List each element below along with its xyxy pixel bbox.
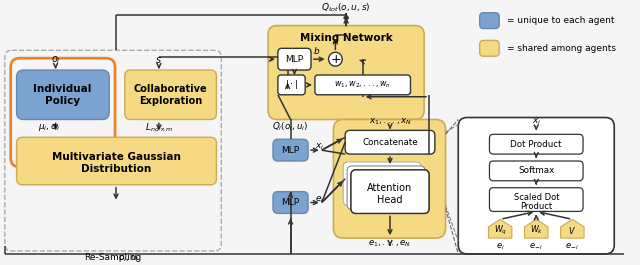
Circle shape <box>328 52 342 66</box>
FancyBboxPatch shape <box>333 120 445 238</box>
Text: $x_i$: $x_i$ <box>315 142 324 152</box>
Text: $Q_i(o_i, u_i)$: $Q_i(o_i, u_i)$ <box>273 120 308 133</box>
Text: Product: Product <box>520 202 552 211</box>
FancyBboxPatch shape <box>351 170 429 213</box>
Text: Softmax: Softmax <box>518 166 554 175</box>
Text: Mixing Network: Mixing Network <box>300 33 392 43</box>
Text: Attention: Attention <box>367 183 413 193</box>
Polygon shape <box>561 219 584 238</box>
Text: Distribution: Distribution <box>81 164 151 174</box>
Text: $V$: $V$ <box>568 225 576 236</box>
Text: $e_{-i}$: $e_{-i}$ <box>566 242 579 252</box>
FancyBboxPatch shape <box>17 70 109 120</box>
Text: $x_{1},...,x_N$: $x_{1},...,x_N$ <box>369 116 412 127</box>
FancyBboxPatch shape <box>315 75 410 95</box>
Text: Scaled Dot: Scaled Dot <box>513 193 559 202</box>
Text: MLP: MLP <box>285 55 303 64</box>
Text: = shared among agents: = shared among agents <box>507 44 616 53</box>
FancyBboxPatch shape <box>345 130 435 154</box>
FancyBboxPatch shape <box>343 162 421 205</box>
Text: Individual: Individual <box>33 84 92 94</box>
FancyBboxPatch shape <box>273 139 308 161</box>
Text: $L_{nd \times m}$: $L_{nd \times m}$ <box>145 121 173 134</box>
FancyBboxPatch shape <box>351 170 429 213</box>
Text: Dot Product: Dot Product <box>511 140 562 149</box>
Text: $o_i$: $o_i$ <box>51 54 60 66</box>
FancyBboxPatch shape <box>273 192 308 213</box>
FancyBboxPatch shape <box>17 137 216 185</box>
FancyBboxPatch shape <box>480 13 499 29</box>
Text: = unique to each agent: = unique to each agent <box>507 16 614 25</box>
Text: Re-Sampling: Re-Sampling <box>84 253 141 262</box>
FancyBboxPatch shape <box>490 188 583 211</box>
Text: Exploration: Exploration <box>139 96 202 106</box>
Text: Policy: Policy <box>45 96 80 106</box>
FancyBboxPatch shape <box>268 26 424 120</box>
Polygon shape <box>488 219 512 238</box>
Text: $s$: $s$ <box>156 55 163 65</box>
Text: $Q_{tot}(o, u, s)$: $Q_{tot}(o, u, s)$ <box>321 2 371 14</box>
Text: Multivariate Gaussian: Multivariate Gaussian <box>52 152 180 162</box>
Text: $e_i$: $e_i$ <box>496 242 504 252</box>
FancyBboxPatch shape <box>490 134 583 154</box>
Text: $e_i$: $e_i$ <box>315 194 324 205</box>
Text: Collaborative: Collaborative <box>134 84 207 94</box>
Text: $\mu_i, \sigma_i$: $\mu_i, \sigma_i$ <box>38 122 60 133</box>
Text: $o_i, u_i$: $o_i, u_i$ <box>118 254 140 264</box>
Text: $e_{-i}$: $e_{-i}$ <box>529 242 543 252</box>
FancyBboxPatch shape <box>125 70 216 120</box>
Text: Concatenate: Concatenate <box>362 138 418 147</box>
Text: $W_k$: $W_k$ <box>529 224 543 236</box>
Text: $x_i$: $x_i$ <box>532 116 541 127</box>
FancyBboxPatch shape <box>490 161 583 181</box>
Text: $W_q$: $W_q$ <box>493 224 507 237</box>
Text: MLP: MLP <box>282 146 300 155</box>
Polygon shape <box>525 219 548 238</box>
Text: $b$: $b$ <box>313 45 321 56</box>
FancyBboxPatch shape <box>278 75 305 95</box>
FancyBboxPatch shape <box>347 166 425 209</box>
FancyBboxPatch shape <box>278 48 311 70</box>
Text: MLP: MLP <box>282 198 300 207</box>
Text: $|\cdot|$: $|\cdot|$ <box>285 78 298 91</box>
Text: $e_1,...,e_N$: $e_1,...,e_N$ <box>369 239 412 249</box>
Text: $+$: $+$ <box>330 53 341 66</box>
FancyBboxPatch shape <box>480 40 499 56</box>
FancyBboxPatch shape <box>458 117 614 254</box>
Text: $w_1, w_2, ..., w_n$: $w_1, w_2, ..., w_n$ <box>334 80 391 90</box>
Text: Head: Head <box>377 195 403 205</box>
